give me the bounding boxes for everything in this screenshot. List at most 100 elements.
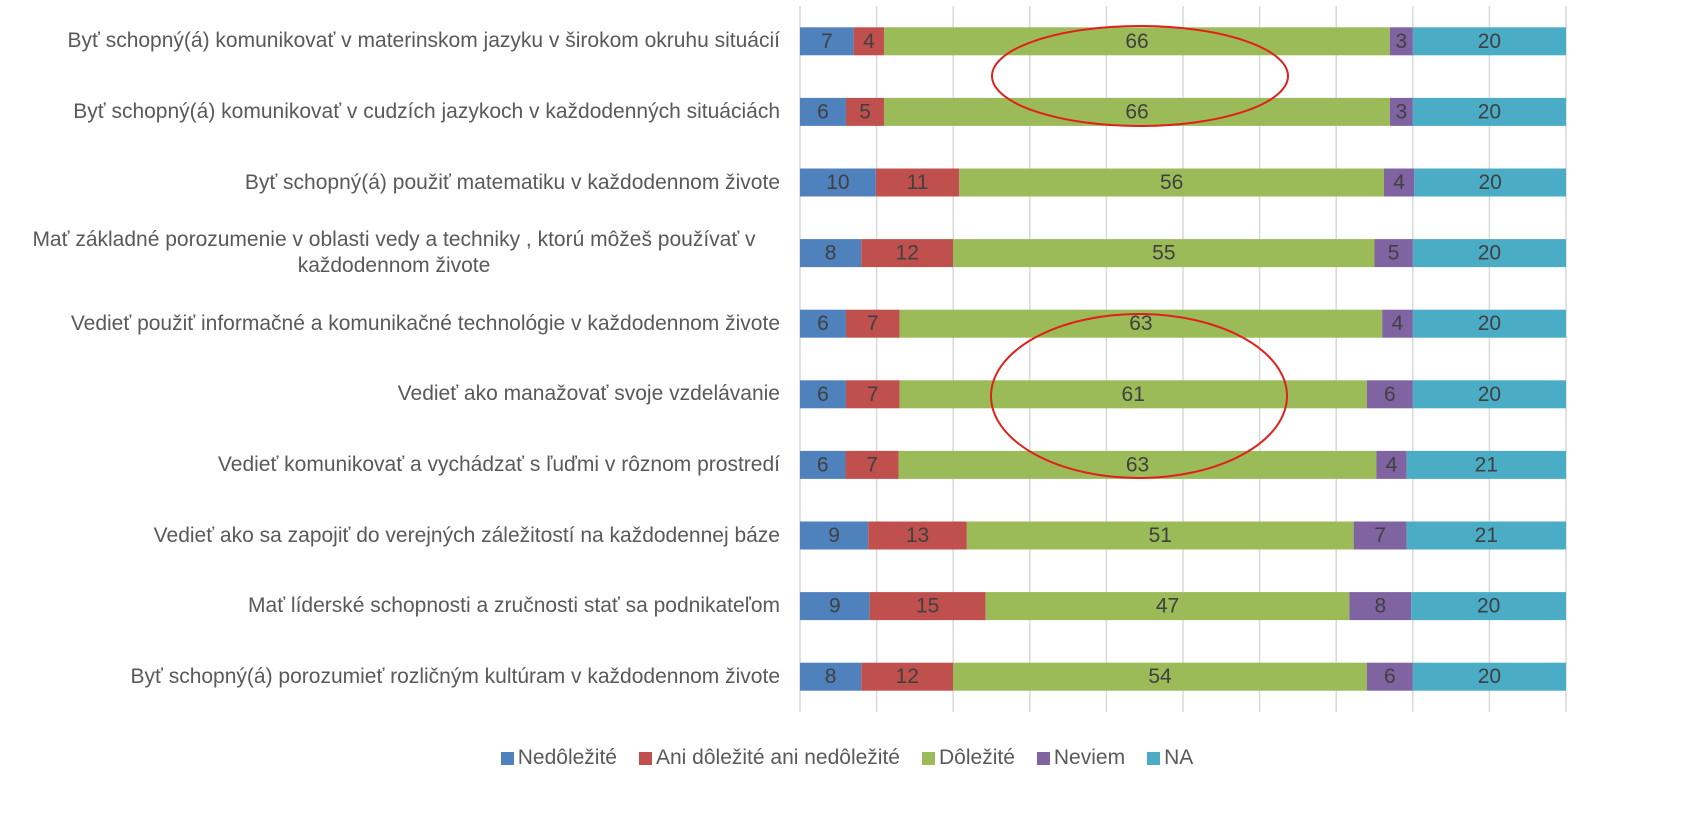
bar-segment: [884, 97, 1390, 126]
value-label: 4: [1393, 171, 1405, 194]
bar-segment: [899, 380, 1367, 409]
bar-segment: [1383, 168, 1415, 197]
value-label: 13: [906, 524, 929, 547]
value-label: 3: [1395, 100, 1407, 123]
bar-segment: [1374, 239, 1413, 268]
value-label: 6: [817, 383, 829, 406]
bar-segment: [845, 309, 900, 338]
value-label: 20: [1478, 100, 1501, 123]
value-label: 4: [863, 30, 875, 53]
legend-swatch: [922, 751, 935, 765]
value-label: 7: [867, 312, 879, 335]
bar-segment: [1349, 592, 1412, 621]
bar-segment: [845, 450, 899, 479]
legend-swatch: [1147, 751, 1161, 765]
value-label: 8: [825, 242, 837, 265]
value-label: 20: [1477, 595, 1500, 618]
value-label: 66: [1125, 100, 1148, 123]
legend-item: Neviem: [1036, 746, 1125, 770]
value-label: 20: [1478, 665, 1501, 688]
legend: Nedôležité Ani dôležité ani nedôležité Dôl…: [0, 746, 1694, 770]
bar-segment: [1412, 380, 1566, 409]
value-label: 12: [896, 665, 919, 688]
value-label: 56: [1160, 171, 1183, 194]
value-label: 7: [821, 30, 833, 53]
category-label: Byť schopný(á) komunikovať v cudzích jaz…: [73, 99, 780, 123]
value-label: 21: [1475, 524, 1498, 547]
bar-segment: [1412, 662, 1566, 691]
value-label: 8: [825, 665, 837, 688]
highlight-ellipse: [990, 313, 1288, 479]
value-label: 47: [1156, 595, 1179, 618]
value-label: 61: [1122, 383, 1145, 406]
value-label: 8: [1374, 595, 1386, 618]
value-label: 5: [1388, 242, 1400, 265]
value-label: 20: [1478, 242, 1501, 265]
bar-segment: [1412, 239, 1566, 268]
value-label: 6: [817, 312, 829, 335]
legend-item: Dôležité: [922, 746, 1015, 770]
legend-item: Nedôležité: [500, 746, 617, 770]
category-label: Byť schopný(á) komunikovať v materinskom…: [67, 29, 780, 53]
category-label: Vedieť komunikovať a vychádzať s ľuďmi v…: [217, 452, 780, 476]
bar-segment: [845, 380, 900, 409]
category-label: Mať základné porozumenie v oblasti vedy …: [32, 228, 756, 278]
value-label: 5: [859, 100, 871, 123]
value-label: 4: [1386, 453, 1398, 476]
legend-label: Dôležité: [939, 746, 1015, 769]
bar-segment: [853, 27, 885, 56]
value-label: 3: [1395, 30, 1407, 53]
category-label: Mať líderské schopnosti a zručnosti stať…: [248, 594, 780, 618]
value-label: 15: [916, 595, 939, 618]
highlight-ellipse: [991, 25, 1289, 127]
bar-segment: [800, 168, 876, 197]
bar-segment: [861, 662, 954, 691]
bar-segment: [966, 521, 1354, 550]
value-label: 20: [1478, 312, 1501, 335]
bar-segment: [1406, 450, 1566, 479]
value-label: 6: [817, 100, 829, 123]
bar-segment: [1414, 168, 1566, 197]
bar-segment: [800, 309, 846, 338]
legend-swatch: [638, 751, 652, 765]
bar-segment: [800, 521, 869, 550]
bar-segment: [1366, 380, 1413, 409]
category-label: Byť schopný(á) porozumieť rozličným kult…: [130, 664, 780, 688]
legend-label: Nedôležité: [517, 746, 617, 769]
value-label: 6: [1384, 665, 1396, 688]
value-label: 55: [1152, 242, 1175, 265]
bar-segment: [1389, 27, 1413, 56]
bar-segment: [800, 450, 846, 479]
value-label: 20: [1478, 30, 1501, 53]
legend-item: Ani dôležité ani nedôležité: [638, 746, 900, 770]
bar-segment: [884, 27, 1390, 56]
value-label: 63: [1129, 312, 1152, 335]
bar-segment: [845, 97, 885, 126]
bar-segment: [1406, 521, 1566, 550]
legend-swatch: [1036, 751, 1050, 765]
value-label: 21: [1475, 453, 1498, 476]
legend-label: NA: [1164, 746, 1194, 769]
value-label: 7: [867, 383, 879, 406]
bar-segment: [1366, 662, 1413, 691]
bar-segment: [953, 662, 1367, 691]
bar-segment: [869, 592, 986, 621]
bar-segment: [800, 97, 846, 126]
value-label: 20: [1478, 171, 1501, 194]
value-label: 4: [1392, 312, 1404, 335]
value-label: 66: [1125, 30, 1148, 53]
bar-segment: [898, 450, 1377, 479]
bar-segment: [800, 592, 870, 621]
value-label: 54: [1148, 665, 1172, 688]
value-label: 9: [829, 595, 841, 618]
bar-segment: [1412, 309, 1566, 338]
bar-segment: [1376, 450, 1407, 479]
bar-segment: [959, 168, 1384, 197]
bar-segment: [800, 27, 854, 56]
bar-segment: [868, 521, 967, 550]
legend-item: NA: [1147, 746, 1193, 770]
bar-segment: [1412, 27, 1566, 56]
bar-segment: [1412, 97, 1566, 126]
bar-segment: [1389, 97, 1413, 126]
